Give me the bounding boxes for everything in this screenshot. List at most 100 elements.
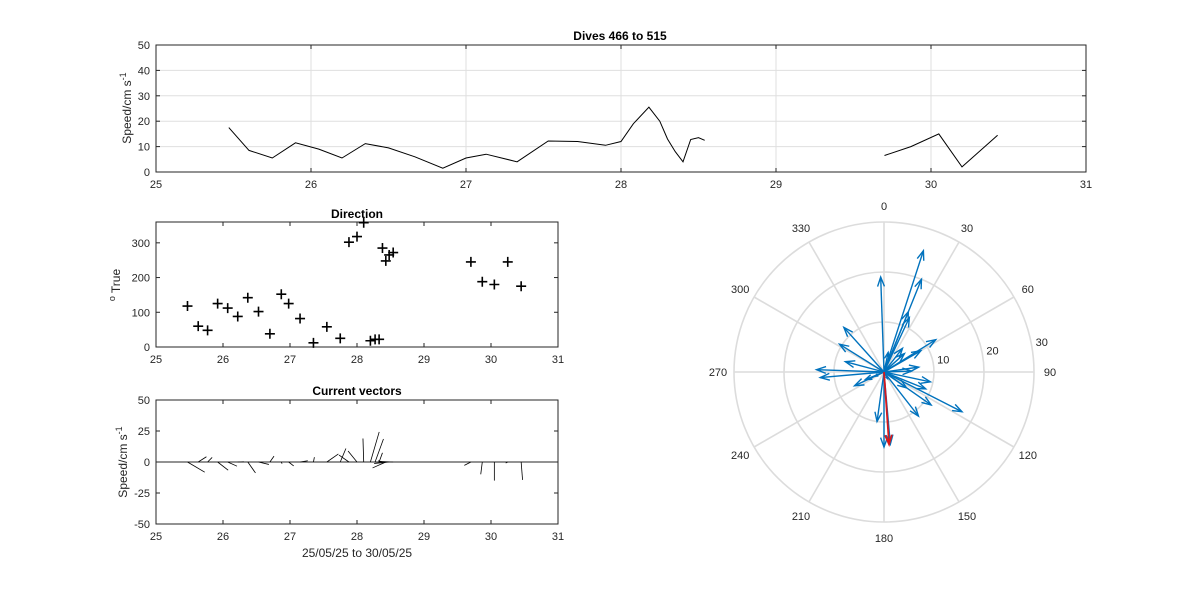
vector-stick [227, 461, 238, 467]
vectors-xtick-label: 31 [552, 531, 564, 543]
direction-point [321, 321, 332, 332]
direction-point [232, 311, 243, 322]
vector-stick [217, 461, 229, 471]
compass-arrow-head [915, 381, 928, 390]
speed-ytick-label: 50 [138, 40, 150, 52]
compass-arrow-head [897, 379, 909, 389]
compass-arrow-head [885, 434, 894, 447]
vectors-xtick-label: 26 [217, 531, 229, 543]
compass-arrow-head [916, 248, 925, 261]
compass-spoke [753, 371, 885, 448]
direction-point [352, 231, 362, 242]
compass-angle-label: 90 [1044, 367, 1056, 379]
vector-stick [269, 455, 275, 463]
compass-arrow [883, 353, 905, 373]
speed-ytick-label: 10 [138, 142, 150, 154]
speed-xtick-label: 26 [305, 179, 317, 191]
compass-spoke [753, 296, 885, 373]
compass-arrow-head [901, 309, 910, 322]
compass-arrow-head [951, 403, 964, 413]
speed-y-axis-label: Speed/cm s-1 [118, 72, 134, 143]
compass-angle-label: 270 [709, 367, 727, 379]
compass-arrow-head [814, 365, 827, 375]
speed-ytick-label: 20 [138, 116, 150, 128]
compass-arrow [883, 371, 963, 413]
speed-ytick-label: 30 [138, 91, 150, 103]
vector-stick [362, 438, 365, 463]
compass-spoke [808, 241, 885, 373]
direction-point [489, 279, 500, 290]
compass-arrow-head [925, 338, 938, 348]
compass-arrow-head [843, 360, 856, 368]
vector-stick [288, 461, 294, 467]
compass-angle-label: 180 [875, 533, 893, 545]
speed-grid [155, 44, 1087, 173]
compass-arrow [845, 360, 885, 373]
direction-ytick-label: 200 [132, 273, 150, 285]
vectors-xtick-label: 27 [284, 531, 296, 543]
direction-point [212, 298, 223, 309]
vectors-xtick-label: 30 [485, 531, 497, 543]
vectors-sticks [187, 431, 523, 481]
direction-point [308, 337, 319, 348]
compass-panel: 0 30 60 90 120 150 180 210 240 270 300 330 10 20 30 [709, 201, 1056, 545]
direction-point [222, 303, 233, 314]
vectors-y-axis-label: Speed/cm s-1 [114, 426, 130, 497]
speed-xtick-label: 30 [925, 179, 937, 191]
compass-angle-label: 210 [792, 511, 810, 523]
direction-ytick-label: 300 [132, 238, 150, 250]
direction-point [365, 335, 376, 346]
direction-y-axis-label: oTrue [107, 269, 123, 302]
direction-point [516, 281, 527, 292]
compass-arrow-head [876, 275, 886, 287]
vector-stick [378, 452, 383, 463]
compass-arrow [883, 250, 925, 373]
vectors-xtick-label: 29 [418, 531, 430, 543]
direction-ytick-label: 0 [144, 342, 150, 354]
vector-stick [299, 460, 308, 463]
vector-stick [339, 448, 347, 463]
compass-angle-label: 60 [1022, 284, 1034, 296]
direction-point [377, 243, 388, 254]
vectors-xtick-label: 28 [351, 531, 363, 543]
vectors-chart-title: Current vectors [312, 384, 402, 398]
compass-angle-label: 330 [792, 223, 810, 235]
compass-spoke [883, 241, 960, 373]
compass-arrow [883, 366, 919, 373]
direction-xtick-label: 28 [351, 354, 363, 366]
vectors-ticks: 25 26 27 28 29 30 31 -50 -25 0 25 50 [134, 395, 564, 543]
compass-arrow [816, 368, 885, 373]
vector-stick [372, 461, 386, 469]
direction-point [182, 301, 193, 312]
compass-arrow-head [885, 375, 889, 381]
direction-xtick-label: 30 [485, 354, 497, 366]
vector-stick [326, 453, 339, 463]
vectors-ytick-label: 50 [138, 395, 150, 407]
vector-stick [347, 450, 358, 463]
compass-arrow-head [920, 375, 933, 384]
compass-arrow-head [908, 364, 921, 373]
direction-point [283, 298, 294, 309]
compass-mean-arrow [883, 371, 890, 445]
compass-arrow [883, 371, 920, 417]
direction-series [182, 217, 527, 348]
direction-xtick-label: 31 [552, 354, 564, 366]
vectors-ytick-label: -25 [134, 488, 150, 500]
direction-point [193, 321, 204, 332]
direction-xtick-label: 29 [418, 354, 430, 366]
compass-angle-label: 120 [1019, 450, 1037, 462]
speed-ytick-label: 0 [144, 167, 150, 179]
vector-stick [379, 461, 394, 463]
direction-xtick-label: 26 [217, 354, 229, 366]
direction-point [477, 276, 488, 287]
speed-line [228, 106, 705, 169]
direction-point [202, 325, 213, 336]
compass-arrow-head [818, 372, 831, 381]
compass-arrow [839, 343, 885, 373]
vector-stick [258, 461, 269, 465]
direction-point [242, 292, 253, 303]
compass-angle-label: 150 [958, 511, 976, 523]
direction-point [380, 255, 391, 266]
current-vectors-panel: Current vectors 25 26 27 28 29 30 31 -50 -25 0 25 5… [114, 384, 564, 560]
direction-point [335, 333, 346, 344]
